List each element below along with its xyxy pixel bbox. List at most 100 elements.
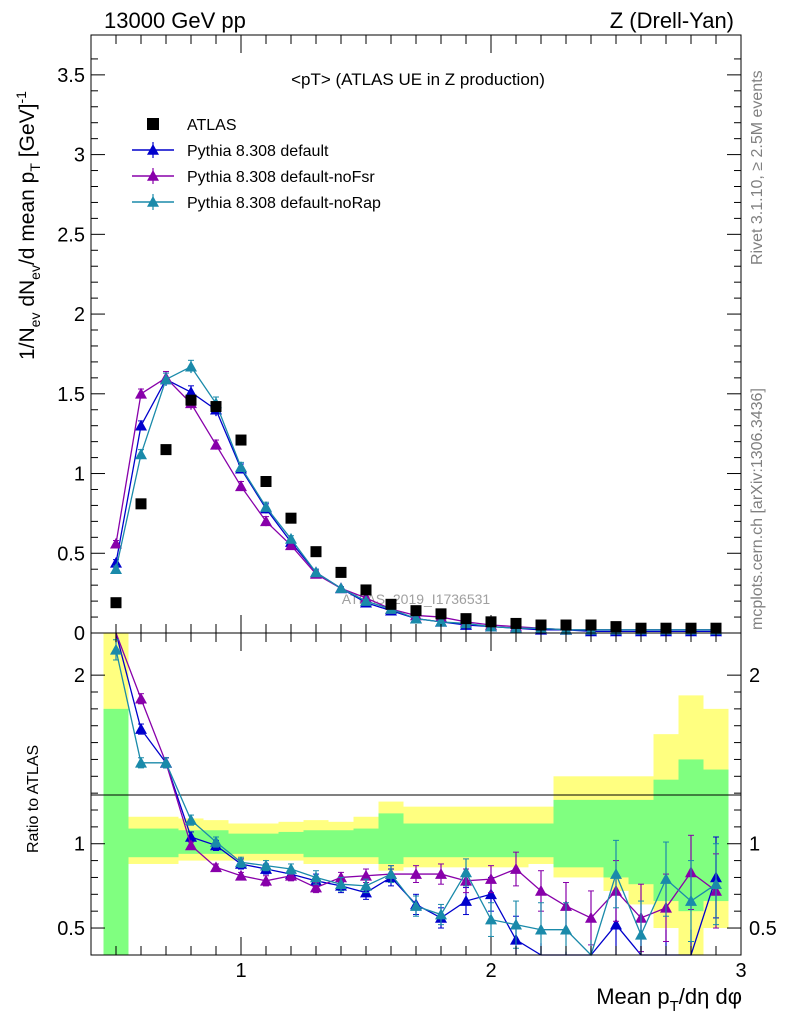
ratio-axis-ticks: 0.5 0.5 1 1 2 2 1 2 3 (57, 633, 777, 982)
ratio-y-tick-label: 0.5 (57, 918, 85, 940)
atlas-data-point (385, 598, 397, 610)
legend-label: Pythia 8.308 default-noRap (187, 195, 381, 212)
ratio-band-green (353, 828, 379, 858)
atlas-data-point (135, 498, 147, 510)
main-point (285, 539, 297, 551)
ratio-point (610, 868, 622, 879)
legend-marker-atlas (147, 118, 159, 130)
rivet-label: Rivet 3.1.10, ≥ 2.5M events (749, 70, 766, 265)
ratio-band-green (303, 830, 329, 858)
ratio-band-green (478, 823, 504, 858)
main-point (185, 360, 197, 372)
ratio-point (185, 830, 197, 842)
ratio-point (410, 868, 422, 879)
ratio-point (510, 918, 522, 930)
atlas-data-point (460, 613, 472, 625)
legend-label: Pythia 8.308 default-noFsr (187, 169, 375, 186)
atlas-data-point (110, 597, 122, 609)
ratio-band-green (528, 823, 554, 858)
main-point (260, 501, 272, 512)
ratio-point (510, 863, 522, 874)
ratio-point (410, 900, 422, 911)
main-point (310, 566, 322, 578)
ratio-band-green (128, 828, 154, 858)
main-point (110, 563, 122, 575)
ratio-y-tick-label: 2 (74, 665, 85, 687)
ratio-band-green (453, 823, 479, 858)
ratio-point (535, 884, 547, 896)
ratio-uncertainty-bands (103, 633, 729, 955)
main-point (410, 612, 422, 624)
header-right: Z (Drell-Yan) (610, 8, 734, 33)
atlas-data-point (210, 401, 222, 413)
svg-text:Mean pT/dη dφ: Mean pT/dη dφ (596, 984, 742, 1015)
ratio-point (235, 869, 247, 881)
legend-label: Pythia 8.308 default (187, 143, 329, 160)
ratio-plot-panel: 0.5 0.5 1 1 2 2 1 2 3 (57, 632, 777, 982)
atlas-data-point (360, 584, 372, 596)
x-tick-label: 2 (485, 960, 496, 982)
ratio-band-green (628, 799, 654, 885)
atlas-data-point (260, 476, 272, 488)
ratio-band-green (403, 823, 429, 858)
ratio-point (185, 839, 197, 851)
ratio-point (210, 861, 222, 873)
ratio-point (460, 895, 472, 906)
main-y-tick-label: 1 (74, 464, 85, 486)
ratio-point (435, 908, 447, 920)
ratio-point (135, 723, 147, 734)
ratio-y-tick-label-right: 2 (749, 665, 760, 687)
ratio-point (385, 868, 397, 879)
main-y-tick-label: 1.5 (57, 384, 85, 406)
ratio-point (635, 928, 647, 940)
main-point (210, 438, 222, 450)
plot-title: <pT> (ATLAS UE in Z production) (291, 70, 545, 89)
ratio-point (710, 878, 722, 889)
main-plot-panel: ATLAS_2019_I1736531 00.511.522.533.5 <pT… (57, 34, 742, 645)
main-point (185, 386, 197, 398)
atlas-data-point (235, 434, 247, 446)
ratio-band-green (278, 831, 304, 854)
main-y-tick-label: 2.5 (57, 224, 85, 246)
ratio-band-green (578, 799, 604, 868)
atlas-data-point (160, 444, 172, 456)
ratio-point (460, 866, 472, 878)
ratio-band-green (153, 828, 179, 858)
ratio-point (335, 878, 347, 889)
ratio-point (285, 863, 297, 874)
main-y-tick-label: 0.5 (57, 543, 85, 565)
main-point (285, 532, 297, 544)
main-point (160, 373, 172, 385)
ratio-point (435, 868, 447, 879)
ratio-point (260, 859, 272, 871)
ratio-point (335, 871, 347, 883)
header-left: 13000 GeV pp (104, 8, 246, 33)
legend-label: ATLAS (187, 117, 237, 134)
ratio-point (485, 913, 497, 925)
legend-marker (147, 196, 159, 207)
ratio-point (310, 881, 322, 893)
main-y-tick-label: 3.5 (57, 65, 85, 87)
ratio-band-green (378, 813, 404, 864)
main-point (110, 556, 122, 568)
main-point (335, 582, 347, 594)
legend: ATLAS Pythia 8.308 default Pythia 8.308 de… (132, 117, 381, 212)
ratio-band-green (503, 823, 529, 858)
main-y-tick-label: 0 (74, 623, 85, 645)
atlas-data-point (510, 617, 522, 629)
ratio-data-layer (110, 632, 722, 957)
ratio-band-green (103, 708, 129, 955)
ratio-y-tick-label-right: 0.5 (749, 918, 777, 940)
ratio-point (185, 814, 197, 825)
ratio-point (585, 911, 597, 923)
ratio-point (235, 856, 247, 868)
ratio-point (260, 874, 272, 886)
ratio-point (560, 923, 572, 935)
atlas-data-point (435, 608, 447, 620)
main-axis-ticks: 0 0.5 1 1.5 2 2.5 3 3.5 (57, 35, 742, 645)
ratio-point (360, 879, 372, 891)
atlas-data-point (335, 566, 347, 578)
main-point (235, 461, 247, 472)
ratio-y-tick-label: 1 (74, 834, 85, 856)
ratio-point (310, 871, 322, 883)
